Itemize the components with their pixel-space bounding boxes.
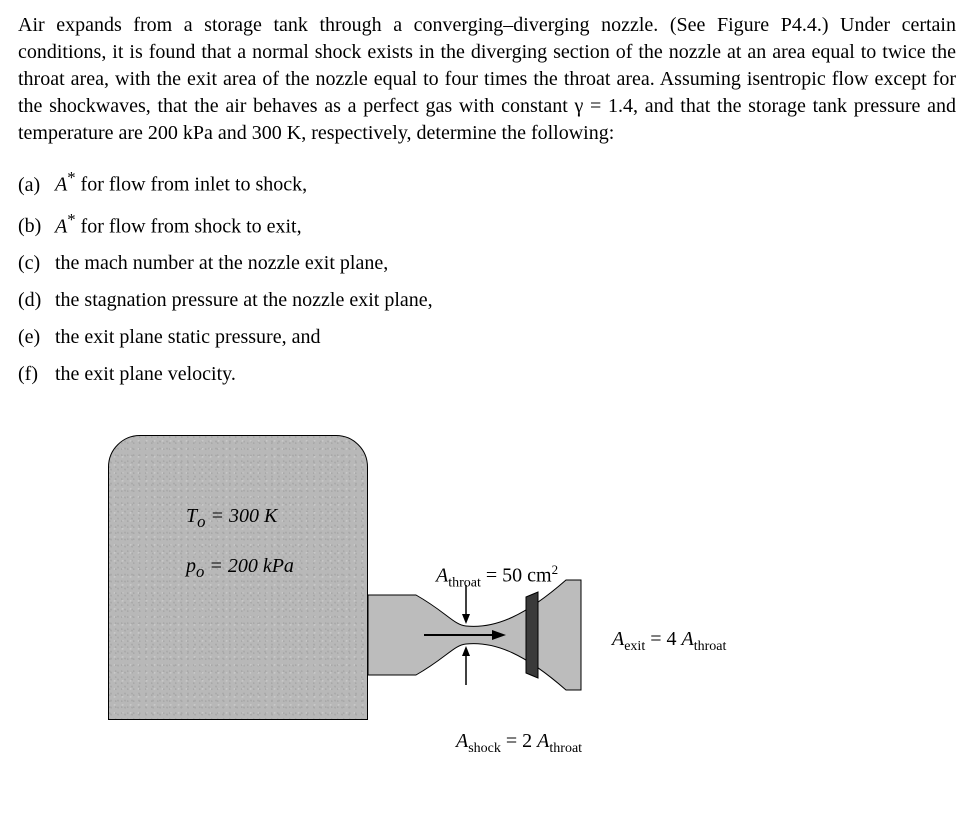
p-subscript: o [196,562,204,581]
star-sup: * [67,210,75,229]
shock-area-label: Ashock = 2 Athroat [456,730,582,757]
tank-temperature-label: To = 300 K [186,505,277,532]
exit-value: = 4 [645,628,681,650]
squared-sup: 2 [552,562,559,577]
throat-value: = 50 cm [481,565,552,587]
shock-value: = 2 [501,730,537,752]
normal-shock [526,592,538,678]
part-b-label: (b) [18,211,50,242]
part-c-text: the mach number at the nozzle exit plane… [55,252,388,274]
part-b-text: for flow from shock to exit, [76,215,302,237]
a-symbol: A [612,628,624,650]
problem-parts-list: (a) A* for flow from inlet to shock, (b)… [18,165,956,390]
part-b: (b) A* for flow from shock to exit, [18,207,956,243]
a-star-symbol: A [55,174,67,196]
p-symbol: p [186,555,196,577]
part-e-label: (e) [18,322,50,353]
throat-subscript: throat [549,741,582,756]
part-c-label: (c) [18,248,50,279]
part-f: (f) the exit plane velocity. [18,359,956,390]
part-e: (e) the exit plane static pressure, and [18,322,956,353]
part-d: (d) the stagnation pressure at the nozzl… [18,285,956,316]
part-a: (a) A* for flow from inlet to shock, [18,165,956,201]
part-f-label: (f) [18,359,50,390]
arrowhead-icon [462,614,470,624]
shock-subscript: shock [468,741,501,756]
arrowhead-icon [462,646,470,656]
a-symbol: A [436,565,448,587]
a-star-symbol: A [55,215,67,237]
part-a-label: (a) [18,170,50,201]
part-a-text: for flow from inlet to shock, [76,174,308,196]
a-symbol: A [682,628,694,650]
tank-pressure-label: po = 200 kPa [186,555,294,582]
throat-subscript: throat [694,639,727,654]
throat-subscript: throat [448,576,481,591]
t-subscript: o [197,512,205,531]
problem-statement: Air expands from a storage tank through … [18,12,956,147]
a-symbol: A [456,730,468,752]
part-d-text: the stagnation pressure at the nozzle ex… [55,289,433,311]
p0-value: = 200 kPa [209,555,294,577]
t-symbol: T [186,505,197,527]
part-d-label: (d) [18,285,50,316]
part-c: (c) the mach number at the nozzle exit p… [18,248,956,279]
t0-value: = 300 K [210,505,277,527]
throat-area-label: Athroat = 50 cm2 [436,562,558,592]
part-e-text: the exit plane static pressure, and [55,326,320,348]
part-f-text: the exit plane velocity. [55,363,236,385]
exit-subscript: exit [624,639,645,654]
exit-area-label: Aexit = 4 Athroat [612,628,726,655]
star-sup: * [67,168,75,187]
figure-p4-4: To = 300 K po = 200 kPa Athroat = 50 cm2… [18,420,918,760]
a-symbol: A [537,730,549,752]
